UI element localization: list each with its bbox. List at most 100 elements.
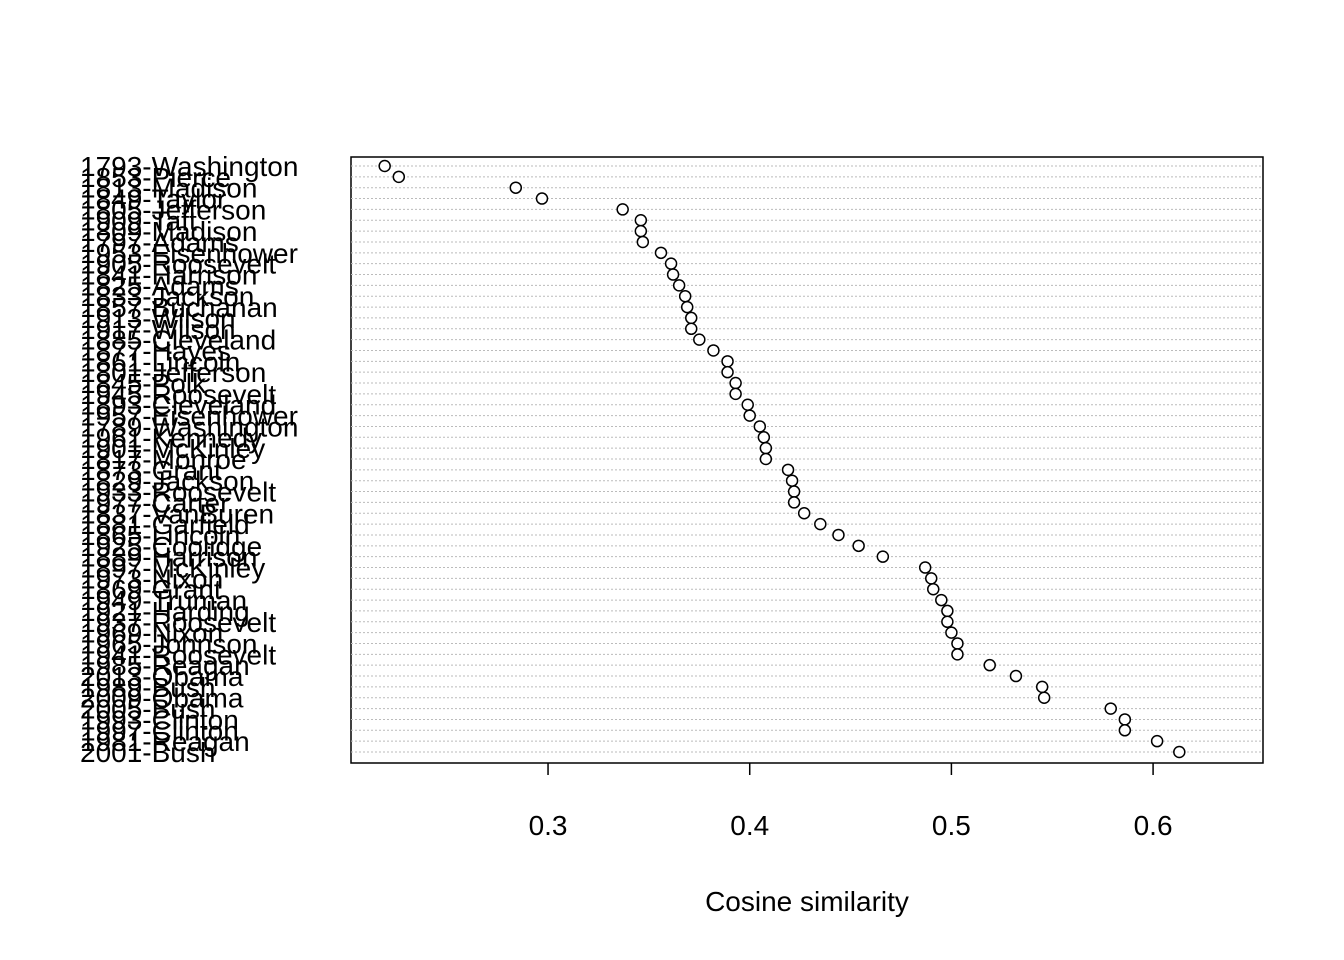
y-tick-label: 1989-Bush — [80, 672, 215, 703]
y-tick-label: 1945-Roosevelt — [80, 379, 276, 410]
y-tick-label: 1805-Jefferson — [80, 194, 266, 225]
dot — [741, 398, 754, 411]
dot — [759, 441, 773, 455]
dot — [1104, 702, 1117, 715]
y-tick-label: 1921-Harding — [80, 596, 250, 627]
y-tick-label: 1793-Washington — [80, 151, 298, 182]
dot — [927, 582, 940, 596]
y-tick-label: 1841-Harrison — [80, 260, 257, 291]
dot — [876, 550, 890, 563]
y-tick-label: 1993-Clinton — [80, 704, 239, 735]
y-tick-label: 1849-Taylor — [80, 184, 226, 215]
y-tick-label: 1857-Buchanan — [80, 292, 278, 323]
dot — [852, 539, 865, 553]
y-tick-label: 1869-Grant — [80, 574, 222, 605]
dot — [951, 648, 964, 661]
dot — [721, 355, 734, 368]
y-tick-label: 1949-Truman — [80, 585, 247, 616]
y-tick-label: 2013-Obama — [80, 661, 244, 692]
y-tick-label: 1969-Nixon — [80, 618, 223, 649]
dot — [759, 452, 773, 466]
dot — [693, 333, 706, 346]
y-tick-label: 1957-Eisenhower — [80, 401, 298, 432]
plot-frame — [350, 156, 1264, 764]
dot — [1150, 734, 1164, 748]
dot — [664, 257, 678, 270]
y-tick-label: 1937-Roosevelt — [80, 607, 276, 638]
dot — [721, 365, 734, 379]
dot — [684, 311, 698, 325]
y-tick-label: 1813-Madison — [80, 173, 257, 204]
y-tick-label: 2009-Obama — [80, 683, 244, 714]
y-tick-label: 1865-Lincoln — [80, 520, 240, 551]
x-tick-label: 0.3 — [529, 810, 568, 841]
dot — [729, 376, 742, 390]
dot — [941, 604, 954, 618]
x-tick-label: 0.5 — [932, 810, 971, 841]
dot — [743, 409, 756, 422]
dot — [1118, 724, 1132, 737]
dot — [678, 289, 692, 303]
y-tick-label: 1817-Monroe — [80, 444, 247, 475]
y-tick-label: 1885-Cleveland — [80, 325, 276, 356]
y-tick-label: 1837-VanBuren — [80, 498, 274, 529]
dot — [797, 507, 811, 520]
y-tick-label: 1893-Cleveland — [80, 390, 276, 421]
dot — [983, 658, 996, 672]
dot — [680, 300, 694, 314]
dot — [378, 159, 391, 173]
y-tick-label: 1897-McKinley — [80, 553, 265, 584]
y-tick-label: 1801-Jefferson — [80, 357, 266, 388]
x-tick-label: 0.4 — [730, 810, 769, 841]
dot — [814, 517, 827, 531]
x-tick-label: 0.6 — [1134, 810, 1173, 841]
dot — [666, 268, 680, 281]
y-tick-label: 2001-Bush — [80, 737, 215, 768]
dot — [787, 496, 801, 509]
dot — [785, 474, 799, 487]
dot — [634, 214, 648, 227]
y-tick-label: 1873-Grant — [80, 455, 222, 486]
dot — [924, 572, 938, 585]
dot — [672, 279, 686, 292]
dot — [832, 528, 845, 542]
dot — [945, 626, 958, 639]
x-axis-label: Cosine similarity — [705, 886, 909, 917]
dot — [753, 420, 767, 433]
y-tick-label: 1877-Hayes — [80, 335, 231, 366]
y-tick-label: 1985-Reagan — [80, 650, 250, 681]
y-tick-label: 1833-Jackson — [80, 281, 254, 312]
y-tick-label: 1881-Garfield — [80, 509, 250, 540]
dot — [787, 485, 801, 498]
dot — [634, 224, 648, 238]
y-tick-label: 1905-Roosevelt — [80, 249, 276, 280]
dot — [918, 561, 932, 574]
y-tick-label: 1913-Wilson — [80, 303, 236, 334]
y-tick-label: 1981-Reagan — [80, 726, 250, 757]
dot — [757, 431, 771, 444]
dot — [1118, 713, 1132, 726]
dot — [535, 192, 549, 205]
y-tick-label: 1953-Eisenhower — [80, 238, 298, 269]
y-tick-label: 1941-Roosevelt — [80, 639, 276, 670]
dot — [707, 344, 720, 357]
y-tick-label: 1789-Washington — [80, 411, 298, 442]
y-tick-label: 1889-Harrison — [80, 542, 257, 573]
dot — [729, 387, 742, 401]
y-tick-label: 1845-Polk — [80, 368, 207, 399]
dot — [509, 181, 523, 194]
dot — [1035, 680, 1049, 694]
dot — [1037, 691, 1051, 704]
y-tick-label: 1809-Madison — [80, 216, 257, 247]
dot — [654, 246, 668, 260]
y-tick-label: 1977-Carter — [80, 487, 229, 518]
dot — [1009, 669, 1023, 683]
dot — [951, 637, 964, 650]
y-tick-label: 1853-Pierce — [80, 162, 231, 193]
dot — [781, 463, 795, 477]
dot — [616, 203, 629, 216]
y-tick-label: 1973-Nixon — [80, 563, 223, 594]
y-tick-label: 1961-Kennedy — [80, 422, 262, 453]
dot — [941, 615, 954, 629]
y-tick-label: 1965-Johnson — [80, 628, 257, 659]
